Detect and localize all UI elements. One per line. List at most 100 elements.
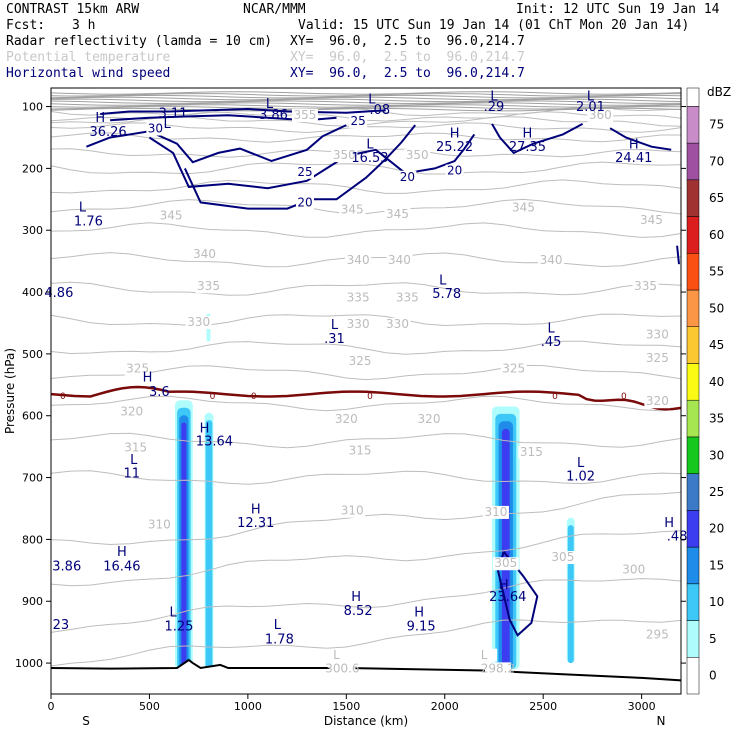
wind-extremum-label-29: H — [143, 371, 153, 386]
wind-extremum-label-35: L — [577, 456, 585, 471]
wind-extremum-label-17: 27.35 — [509, 140, 546, 155]
x-start-label: S — [82, 714, 90, 728]
wind-extremum-label-11: 36.26 — [89, 125, 126, 140]
theta-label-0: 355 — [294, 108, 317, 122]
wind-extremum-label-28: .45 — [541, 335, 562, 350]
theta-contour-7 — [50, 179, 682, 194]
theta-label-22: 325 — [349, 354, 372, 368]
x-tick-label-5: 2500 — [529, 700, 557, 713]
colorbar-swatch-7 — [686, 399, 700, 438]
field-2-xy: XY= 96.0, 2.5 to 96.0,214.7 — [290, 50, 525, 65]
theta-label-31: 315 — [520, 445, 543, 459]
theta-label-bg-42 — [471, 648, 498, 662]
colorbar-swatch-6 — [686, 436, 700, 474]
tropopause-contour-7 — [50, 104, 682, 108]
colorbar-swatch-10 — [686, 289, 700, 327]
wind-extremum-label-31: H — [200, 421, 210, 436]
theta-label-7: 345 — [512, 201, 535, 215]
theta-contour-13 — [50, 340, 682, 355]
theta-label-39: 300.6 — [325, 661, 359, 675]
theta-label-bg-19 — [384, 317, 411, 331]
wind-extremum-label-32: 13.64 — [196, 434, 233, 449]
colorbar-swatch-5 — [686, 473, 700, 511]
colorbar-label-1: 5 — [709, 632, 717, 646]
theta-label-bg-20 — [644, 328, 671, 342]
freezing-level-label-4: 0 — [552, 392, 558, 402]
theta-label-bg-4 — [158, 209, 185, 223]
colorbar-swatch-12 — [686, 216, 700, 254]
theta-label-bg-15 — [394, 291, 421, 305]
colorbar-unit: dBZ — [707, 85, 731, 99]
wind-contour-label-0: 25 — [350, 114, 365, 128]
colorbar-label-2: 10 — [709, 595, 724, 609]
y-tick-label-3: 400 — [22, 286, 43, 299]
wind-extremum-label-22: 4.86 — [44, 286, 73, 301]
wind-extremum-label-5: .08 — [369, 103, 390, 118]
theta-label-20: 330 — [646, 327, 669, 341]
theta-label-41: 298.2 — [481, 661, 515, 675]
colorbar-label-3: 15 — [709, 558, 724, 572]
wind-extremum-label-25: L — [331, 318, 339, 333]
colorbar-top-cap — [686, 87, 700, 107]
theta-label-30: 315 — [349, 444, 372, 458]
wind-contour-label-bg-1 — [146, 122, 165, 136]
theta-label-37: 300 — [622, 562, 645, 576]
terrain-line — [50, 658, 682, 682]
wind-contours — [86, 107, 680, 637]
theta-label-bg-37 — [620, 563, 647, 577]
theta-label-bg-16 — [632, 280, 659, 294]
axes: 0 500 1000 1500 2000 2500 30001002003004005006… — [15, 101, 686, 713]
theta-label-bg-32 — [146, 518, 173, 532]
x-tick-label-0: 0 — [48, 700, 55, 713]
wind-contour-label-1: 30 — [148, 122, 163, 136]
wind-extremum-label-30: 3.6 — [149, 385, 170, 400]
theta-contour-21 — [50, 619, 682, 667]
theta-label-bg-12 — [538, 254, 565, 268]
theta-label-24: 325 — [646, 351, 669, 365]
y-tick-label-7: 800 — [22, 533, 43, 546]
theta-contour-5 — [50, 148, 682, 158]
wind-extremum-label-41: H — [117, 545, 127, 560]
wind-extremum-label-51: 1.25 — [164, 619, 193, 634]
wind-extremum-label-45: 23.64 — [489, 590, 526, 605]
theta-label-26: 320 — [335, 412, 358, 426]
y-tick-label-2: 300 — [22, 224, 43, 237]
wind-extremum-label-36: 1.02 — [566, 470, 595, 485]
wind-contour-label-5: 20 — [297, 196, 312, 210]
theta-label-40: L — [333, 648, 340, 662]
theta-label-bg-0 — [291, 108, 318, 122]
theta-contour-14 — [50, 364, 682, 381]
theta-label-36: 305 — [551, 550, 574, 564]
wind-contour-label-bg-3 — [398, 170, 417, 184]
theta-label-bg-39 — [329, 662, 356, 676]
wind-extremum-label-15: 25.22 — [436, 140, 473, 155]
colorbar-label-14: 70 — [709, 154, 724, 168]
x-axis-title: Distance (km) — [324, 714, 408, 728]
theta-label-bg-26 — [333, 413, 360, 427]
theta-label-11: 340 — [388, 253, 411, 267]
colorbar-label-7: 35 — [709, 412, 724, 426]
theta-label-29: 315 — [124, 441, 147, 455]
wind-contour-3 — [148, 133, 476, 190]
colorbar-label-6: 30 — [709, 448, 724, 462]
wind-contour-6 — [609, 127, 672, 151]
theta-contour-18 — [50, 491, 682, 546]
theta-label-12: 340 — [540, 253, 563, 267]
field-3-name: Horizontal wind speed — [6, 66, 171, 81]
theta-contour-15 — [50, 395, 682, 412]
reflectivity-column-0-level-4 — [181, 422, 187, 670]
freezing-level-label-1: 0 — [210, 392, 216, 402]
colorbar-label-13: 65 — [709, 191, 724, 205]
wind-extremum-label-38: 12.31 — [237, 516, 274, 531]
colorbar-swatch-14 — [686, 142, 700, 181]
freezing-level-line — [50, 385, 682, 411]
wind-extremum-label-21: 1.76 — [74, 214, 103, 229]
wind-extremum-label-49: 9.15 — [407, 619, 436, 634]
wind-extremum-label-50: L — [169, 606, 177, 621]
reflectivity-column-3-level-2 — [567, 525, 574, 664]
theta-label-6: 345 — [386, 207, 409, 221]
x-tick-label-1: 500 — [139, 700, 160, 713]
theta-label-bg-22 — [347, 355, 374, 369]
field-labels: 355 360 350 350 345 345 345 345 345 340 340 340 340 3… — [44, 89, 687, 676]
colorbar-label-11: 55 — [709, 265, 724, 279]
